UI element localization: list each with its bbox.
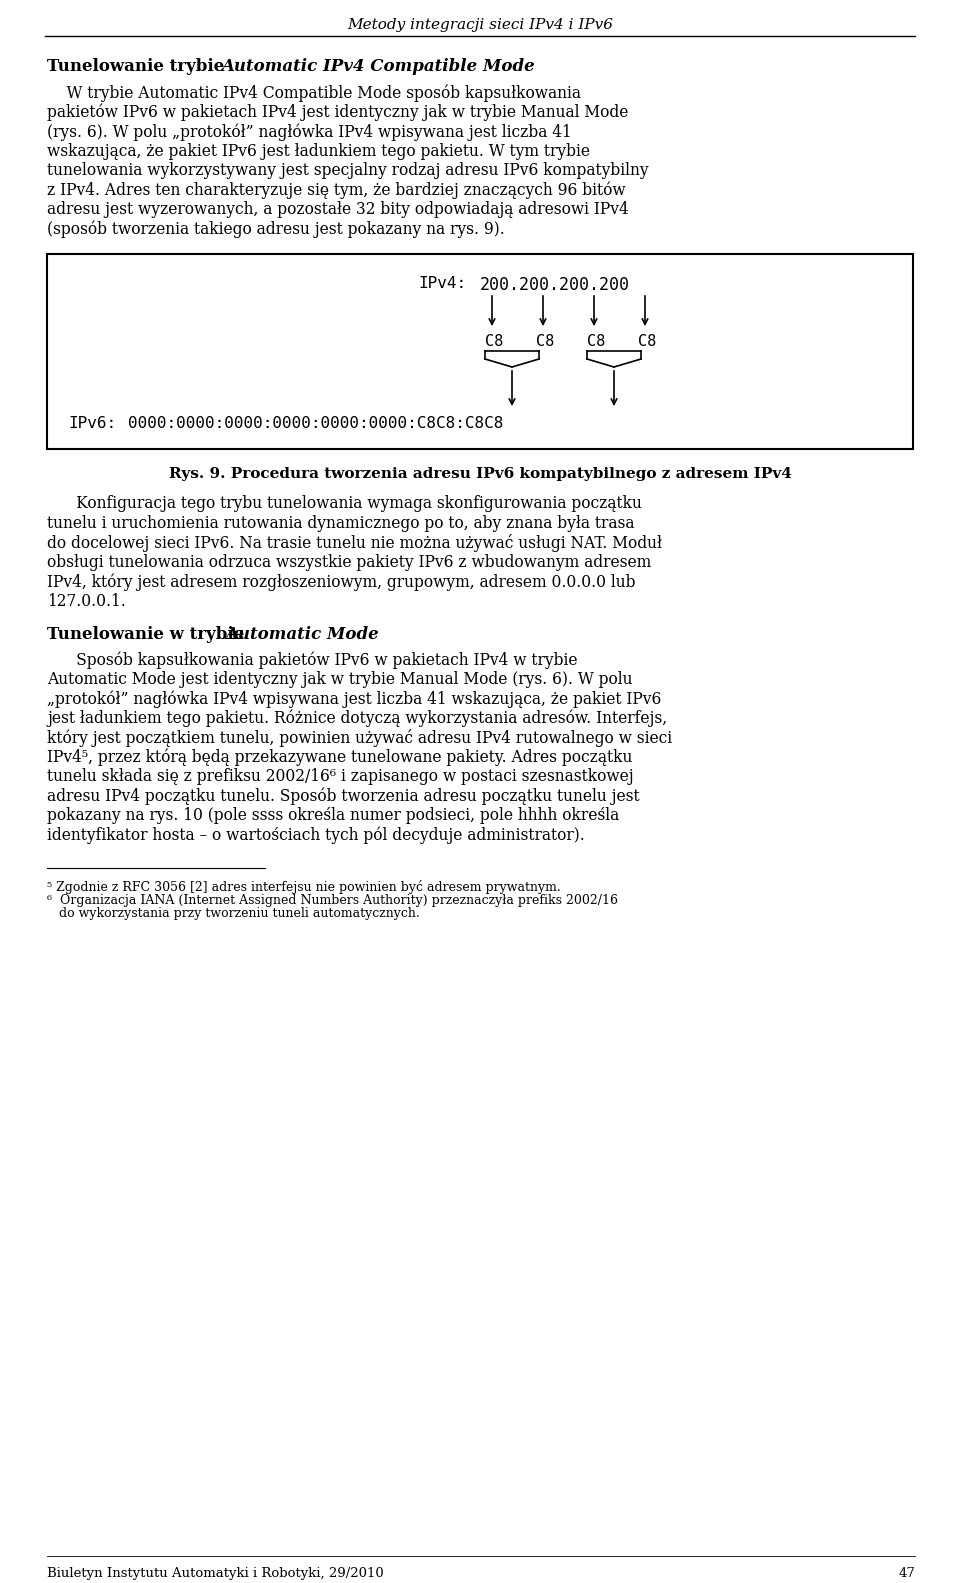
Text: 0000:0000:0000:0000:0000:0000:C8C8:C8C8: 0000:0000:0000:0000:0000:0000:C8C8:C8C8 <box>128 416 503 431</box>
Text: Tunelowanie trybie: Tunelowanie trybie <box>47 59 230 74</box>
Text: Metody integracji sieci IPv4 i IPv6: Metody integracji sieci IPv4 i IPv6 <box>347 17 613 32</box>
Text: adresu IPv4 początku tunelu. Sposób tworzenia adresu początku tunelu jest: adresu IPv4 początku tunelu. Sposób twor… <box>47 787 639 806</box>
Text: wskazująca, że pakiet IPv6 jest ładunkiem tego pakietu. W tym trybie: wskazująca, że pakiet IPv6 jest ładunkie… <box>47 142 590 160</box>
Text: Rys. 9. Procedura tworzenia adresu IPv6 kompatybilnego z adresem IPv4: Rys. 9. Procedura tworzenia adresu IPv6 … <box>169 467 791 481</box>
Text: IPv4⁵, przez którą będą przekazywane tunelowane pakiety. Adres początku: IPv4⁵, przez którą będą przekazywane tun… <box>47 749 633 766</box>
Text: Tunelowanie w trybie: Tunelowanie w trybie <box>47 625 250 643</box>
Text: Konfiguracja tego trybu tunelowania wymaga skonfigurowania początku: Konfiguracja tego trybu tunelowania wyma… <box>47 495 642 511</box>
Text: C8: C8 <box>536 334 554 348</box>
Text: 127.0.0.1.: 127.0.0.1. <box>47 592 126 609</box>
Text: identyfikator hosta – o wartościach tych pól decyduje administrator).: identyfikator hosta – o wartościach tych… <box>47 826 585 844</box>
Text: obsługi tunelowania odrzuca wszystkie pakiety IPv6 z wbudowanym adresem: obsługi tunelowania odrzuca wszystkie pa… <box>47 554 651 570</box>
Text: pokazany na rys. 10 (pole ssss określa numer podsieci, pole hhhh określa: pokazany na rys. 10 (pole ssss określa n… <box>47 807 619 825</box>
Text: tunelu i uruchomienia rutowania dynamicznego po to, aby znana była trasa: tunelu i uruchomienia rutowania dynamicz… <box>47 514 635 532</box>
Text: Automatic Mode: Automatic Mode <box>225 625 379 643</box>
Text: adresu jest wyzerowanych, a pozostałe 32 bity odpowiadają adresowi IPv4: adresu jest wyzerowanych, a pozostałe 32… <box>47 201 629 218</box>
Text: C8: C8 <box>638 334 657 348</box>
Text: W trybie Automatic IPv4 Compatible Mode sposób kapsułkowania: W trybie Automatic IPv4 Compatible Mode … <box>47 84 581 101</box>
Text: (rys. 6). W polu „protokół” nagłówka IPv4 wpisywana jest liczba 41: (rys. 6). W polu „protokół” nagłówka IPv… <box>47 123 572 141</box>
Text: ⁶  Organizacja IANA (Internet Assigned Numbers Authority) przeznaczyła prefiks 2: ⁶ Organizacja IANA (Internet Assigned Nu… <box>47 894 618 907</box>
Text: ⁵ Zgodnie z RFC 3056 [2] adres interfejsu nie powinien być adresem prywatnym.: ⁵ Zgodnie z RFC 3056 [2] adres interfejs… <box>47 880 561 894</box>
Text: Automatic IPv4 Compatible Mode: Automatic IPv4 Compatible Mode <box>221 59 535 74</box>
Text: który jest początkiem tunelu, powinien używać adresu IPv4 rutowalnego w sieci: który jest początkiem tunelu, powinien u… <box>47 730 672 747</box>
Text: do wykorzystania przy tworzeniu tuneli automatycznych.: do wykorzystania przy tworzeniu tuneli a… <box>47 907 420 920</box>
Text: tunelu składa się z prefiksu 2002/16⁶ i zapisanego w postaci szesnastkowej: tunelu składa się z prefiksu 2002/16⁶ i … <box>47 768 634 785</box>
Text: jest ładunkiem tego pakietu. Różnice dotyczą wykorzystania adresów. Interfejs,: jest ładunkiem tego pakietu. Różnice dot… <box>47 709 667 727</box>
Text: 47: 47 <box>899 1567 915 1580</box>
Text: z IPv4. Adres ten charakteryzuje się tym, że bardziej znaczących 96 bitów: z IPv4. Adres ten charakteryzuje się tym… <box>47 182 626 199</box>
Text: IPv4, który jest adresem rozgłoszeniowym, grupowym, adresem 0.0.0.0 lub: IPv4, który jest adresem rozgłoszeniowym… <box>47 573 636 590</box>
Text: 200.200.200.200: 200.200.200.200 <box>480 275 630 294</box>
Text: pakietów IPv6 w pakietach IPv4 jest identyczny jak w trybie Manual Mode: pakietów IPv6 w pakietach IPv4 jest iden… <box>47 103 629 120</box>
Bar <box>47 253 913 450</box>
Text: IPv4:: IPv4: <box>418 275 467 291</box>
Text: „protokół” nagłówka IPv4 wpisywana jest liczba 41 wskazująca, że pakiet IPv6: „protokół” nagłówka IPv4 wpisywana jest … <box>47 690 661 708</box>
Text: C8: C8 <box>485 334 503 348</box>
Text: Automatic Mode jest identyczny jak w trybie Manual Mode (rys. 6). W polu: Automatic Mode jest identyczny jak w try… <box>47 671 633 687</box>
Text: C8: C8 <box>587 334 605 348</box>
Text: Biuletyn Instytutu Automatyki i Robotyki, 29/2010: Biuletyn Instytutu Automatyki i Robotyki… <box>47 1567 384 1580</box>
Text: Sposób kapsułkowania pakietów IPv6 w pakietach IPv4 w trybie: Sposób kapsułkowania pakietów IPv6 w pak… <box>47 651 578 668</box>
Text: tunelowania wykorzystywany jest specjalny rodzaj adresu IPv6 kompatybilny: tunelowania wykorzystywany jest specjaln… <box>47 161 649 179</box>
Text: (sposób tworzenia takiego adresu jest pokazany na rys. 9).: (sposób tworzenia takiego adresu jest po… <box>47 220 505 237</box>
Text: IPv6:: IPv6: <box>68 416 116 431</box>
Text: do docelowej sieci IPv6. Na trasie tunelu nie można używać usługi NAT. Moduł: do docelowej sieci IPv6. Na trasie tunel… <box>47 533 662 552</box>
